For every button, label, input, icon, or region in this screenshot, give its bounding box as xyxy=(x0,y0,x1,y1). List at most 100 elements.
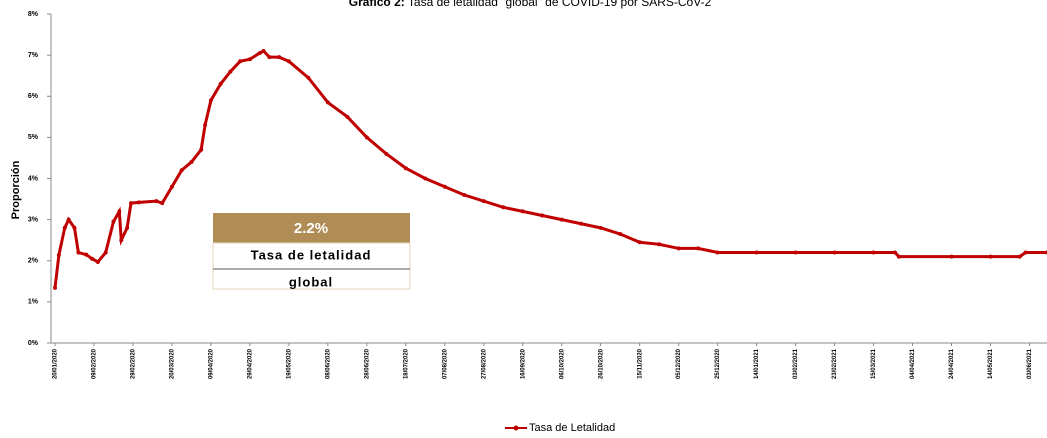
x-tick-label: 16/09/2020 xyxy=(520,348,526,379)
data-point xyxy=(540,213,545,218)
x-tick-label: 27/08/2020 xyxy=(481,348,487,379)
x-tick-label: 09/02/2020 xyxy=(92,348,98,379)
annotation-value: 2.2% xyxy=(294,220,328,237)
y-tick-label: 7% xyxy=(28,52,39,59)
data-point xyxy=(462,192,467,197)
data-point xyxy=(988,254,993,259)
annotation-text: global xyxy=(289,274,333,289)
data-point xyxy=(53,285,57,290)
y-tick-label: 2% xyxy=(28,258,39,265)
x-tick-label: 20/01/2020 xyxy=(53,348,59,379)
data-point xyxy=(949,254,954,259)
data-point xyxy=(286,59,291,64)
data-point xyxy=(618,232,623,237)
data-point xyxy=(90,256,95,261)
legend-label: Tasa de Letalidad xyxy=(529,422,615,434)
data-point xyxy=(442,184,447,189)
data-point xyxy=(169,184,174,189)
data-point xyxy=(261,49,266,54)
data-point xyxy=(559,217,564,222)
data-point xyxy=(598,225,603,230)
data-point xyxy=(696,246,701,251)
data-point xyxy=(896,254,901,259)
data-point xyxy=(160,201,165,206)
data-point xyxy=(892,250,897,255)
x-tick-label: 26/10/2020 xyxy=(598,348,604,379)
y-tick-label: 8% xyxy=(28,11,39,18)
x-tick-label: 14/05/2021 xyxy=(988,348,994,379)
data-point xyxy=(56,252,61,257)
data-point xyxy=(117,209,122,214)
data-point xyxy=(228,69,233,74)
x-tick-label: 15/03/2021 xyxy=(871,348,877,379)
x-tick-label: 29/04/2020 xyxy=(247,348,253,379)
x-tick-label: 28/06/2020 xyxy=(364,348,370,379)
data-point xyxy=(203,123,208,128)
chart-title: Gráfico 2: Tasa de letalidad "global" de… xyxy=(349,0,712,9)
x-tick-label: 23/02/2021 xyxy=(832,348,838,379)
data-point xyxy=(189,160,194,165)
y-tick-label: 3% xyxy=(28,216,39,223)
data-point xyxy=(364,135,369,140)
data-point xyxy=(62,225,67,230)
y-tick-label: 1% xyxy=(28,299,39,306)
data-point xyxy=(76,250,81,255)
data-point xyxy=(179,168,184,173)
data-point xyxy=(208,98,213,103)
data-point xyxy=(579,221,584,226)
data-point xyxy=(793,250,798,255)
data-point xyxy=(345,114,350,119)
x-tick-label: 15/11/2020 xyxy=(637,348,643,378)
x-tick-label: 14/01/2021 xyxy=(754,348,760,379)
x-tick-label: 06/10/2020 xyxy=(559,348,565,379)
data-point xyxy=(125,225,130,230)
data-point xyxy=(72,225,77,230)
data-point xyxy=(84,252,89,257)
data-point xyxy=(154,199,159,204)
annotation-text: Tasa de letalidad xyxy=(251,247,372,262)
x-tick-label: 03/02/2021 xyxy=(793,348,799,379)
x-tick-label: 09/04/2020 xyxy=(208,348,214,379)
data-point xyxy=(247,57,252,62)
x-tick-label: 25/12/2020 xyxy=(715,348,721,379)
title: Gráfico 2: xyxy=(349,0,405,9)
y-tick-label: 0% xyxy=(28,340,39,347)
y-axis-label: Proporción xyxy=(10,160,22,219)
data-point xyxy=(384,151,389,156)
subtitle: Tasa de letalidad "global" de COVID-19 p… xyxy=(408,0,712,9)
data-point xyxy=(199,147,204,152)
data-point xyxy=(423,176,428,181)
data-point xyxy=(95,259,100,264)
x-tick-label: 24/04/2021 xyxy=(949,348,955,379)
x-tick-label: 19/05/2020 xyxy=(286,348,292,379)
data-point xyxy=(832,250,837,255)
x-tick-label: 18/07/2020 xyxy=(403,348,409,379)
data-point xyxy=(637,240,642,245)
x-tick-label: 04/04/2021 xyxy=(910,348,916,379)
x-tick-label: 05/12/2020 xyxy=(676,348,682,379)
x-tick-label: 20/03/2020 xyxy=(170,348,176,379)
data-point xyxy=(277,55,282,60)
y-tick-label: 5% xyxy=(28,134,39,141)
data-point xyxy=(238,59,243,64)
annotation-header xyxy=(213,213,410,243)
y-tick-label: 6% xyxy=(28,93,39,100)
data-point xyxy=(111,219,116,224)
legend-marker xyxy=(513,425,519,431)
x-tick-label: 08/06/2020 xyxy=(325,348,331,379)
data-point xyxy=(257,51,262,56)
annotation-body xyxy=(212,242,411,290)
data-point xyxy=(325,100,330,105)
series-line xyxy=(53,49,1047,289)
data-point xyxy=(871,250,876,255)
data-point xyxy=(306,75,311,80)
data-point xyxy=(1023,250,1028,255)
data-point xyxy=(403,166,408,171)
data-point xyxy=(657,242,662,247)
data-point xyxy=(136,200,141,205)
data-point xyxy=(103,250,108,255)
data-point xyxy=(481,199,486,204)
data-point xyxy=(66,217,71,222)
data-point xyxy=(267,55,272,60)
